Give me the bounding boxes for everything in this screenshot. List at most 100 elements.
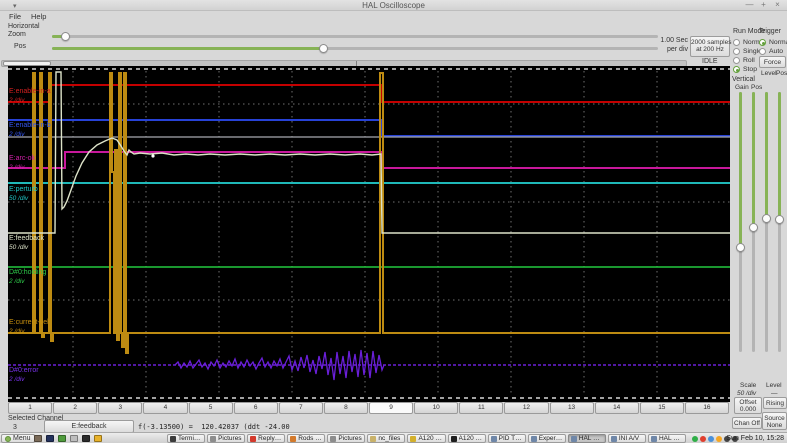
channel-tab-14[interactable]: 14 (594, 402, 639, 414)
zoom-slider-handle[interactable] (61, 32, 70, 41)
vertical-pos-slider-track[interactable] (752, 92, 755, 352)
taskbar-window-a120-80-[interactable]: A120 80... (447, 434, 486, 443)
scale-title: Scale (740, 382, 757, 389)
run-mode-option-normal[interactable]: Normal (733, 38, 765, 47)
gain-slider-track[interactable] (739, 92, 742, 352)
taskbar-menu-button[interactable]: Menu (1, 434, 35, 443)
menu-help[interactable]: Help (31, 12, 47, 21)
taskbar-window-experim-[interactable]: Experim... (527, 434, 566, 443)
radio-icon[interactable] (733, 57, 740, 64)
pos-label: Pos (14, 43, 27, 50)
trigger-options: Normal Auto (759, 38, 787, 56)
gain-label: Gain (735, 84, 749, 91)
chrome-tray-icon[interactable] (700, 436, 706, 442)
channel-tab-6[interactable]: 6 (233, 402, 278, 414)
samples-button[interactable]: 2000 samples at 200 Hz (690, 36, 731, 57)
channel-tab-row: 1 2 3 4 5 6 7 8 9 10 11 12 13 14 15 16 (8, 402, 730, 414)
maximize-button[interactable]: + (761, 0, 766, 9)
radio-label: Auto (769, 48, 783, 55)
radio-icon[interactable] (733, 48, 740, 55)
vertical-title: Vertical (732, 76, 755, 83)
chrome-icon[interactable] (94, 435, 102, 442)
taskbar-clock[interactable]: Sun Feb 10, 15:28 (726, 435, 784, 442)
channel-tab-15[interactable]: 15 (639, 402, 684, 414)
channel-name: E:arc-ok (9, 155, 36, 162)
channel-tab-8[interactable]: 8 (323, 402, 368, 414)
taskbar-window-ini-a-v[interactable]: INI A/V (607, 434, 646, 443)
filemanager-icon[interactable] (70, 435, 78, 442)
trigger-option-normal[interactable]: Normal (759, 38, 787, 47)
channel-tab-3[interactable]: 3 (98, 402, 143, 414)
channel-tab-4[interactable]: 4 (143, 402, 188, 414)
window-icon (490, 435, 497, 442)
channel-tab-1[interactable]: 1 (8, 402, 53, 414)
notify-tray-icon[interactable] (716, 436, 722, 442)
channel-scale: 2 /div (9, 328, 25, 335)
channel-tab-13[interactable]: 13 (549, 402, 594, 414)
taskbar-window-a120-80-[interactable]: A120 80... (407, 434, 446, 443)
chan-off-button[interactable]: Chan Off (732, 417, 762, 429)
messenger-tray-icon[interactable] (692, 436, 698, 442)
channel-tab-9[interactable]: 9 (369, 402, 414, 414)
channel-tab-5[interactable]: 5 (188, 402, 233, 414)
taskbar-window-nc-files[interactable]: nc_files (367, 434, 406, 443)
window-menu-icon[interactable]: ▾ (13, 3, 17, 10)
trigger-level-slider-handle[interactable] (762, 214, 771, 223)
screens-icon[interactable] (58, 435, 66, 442)
taskbar-window-hal-osc-[interactable]: HAL Osc... (567, 434, 606, 443)
radio-icon[interactable] (759, 48, 766, 55)
zoom-slider-track[interactable] (52, 35, 658, 38)
taskbar-window-pid-tune[interactable]: PID TUNE (487, 434, 526, 443)
pencil-icon[interactable] (34, 435, 42, 442)
run-mode-title: Run Mode (733, 28, 766, 35)
vertical-pos-slider-handle[interactable] (749, 223, 758, 232)
volume-tray-icon[interactable] (724, 436, 730, 442)
trigger-option-auto[interactable]: Auto (759, 47, 787, 56)
taskbar-window-rods-s-[interactable]: Rods "S... (287, 434, 326, 443)
window-label: Experim... (538, 435, 563, 442)
window-icon (610, 435, 617, 442)
channel-label-d-0-holding: D#0:holding 2 /div (9, 268, 46, 286)
run-mode-option-stop[interactable]: Stop (733, 65, 759, 74)
radio-icon[interactable] (733, 39, 740, 46)
radio-icon[interactable] (733, 66, 740, 73)
gain-slider-handle[interactable] (736, 243, 745, 252)
rising-button[interactable]: Rising (763, 397, 787, 409)
force-button[interactable]: Force (759, 56, 786, 68)
channel-tab-2[interactable]: 2 (53, 402, 98, 414)
network-tray-icon[interactable] (732, 436, 738, 442)
pos-slider-track[interactable] (52, 47, 658, 50)
taskbar-window-pictures[interactable]: Pictures (207, 434, 246, 443)
terminal-icon[interactable] (82, 435, 90, 442)
radio-icon[interactable] (759, 39, 766, 46)
minimize-button[interactable]: — (745, 0, 754, 9)
trace-error-noise (174, 349, 385, 381)
run-mode-option-roll[interactable]: Roll (733, 56, 759, 65)
channel-label-e-current-vel: E:current-vel 2 /div (9, 318, 49, 336)
source-button[interactable]: Source None (762, 412, 787, 430)
run-mode-option-single[interactable]: Single (733, 47, 762, 56)
window-icon (450, 435, 457, 442)
close-button[interactable]: × (775, 0, 780, 9)
browser-icon[interactable] (46, 435, 54, 442)
offset-button[interactable]: Offset 0.000 (734, 397, 762, 414)
taskbar-window-hal-co-[interactable]: HAL Co... (647, 434, 687, 443)
channel-scale: 50 /div (9, 195, 29, 202)
menu-file[interactable]: File (9, 12, 22, 21)
window-label: Pictures (338, 435, 362, 442)
channel-scale: 2 /div (9, 278, 25, 285)
window-icon (570, 435, 577, 442)
update-tray-icon[interactable] (708, 436, 714, 442)
channel-tab-11[interactable]: 11 (459, 402, 504, 414)
pos-slider-handle[interactable] (319, 44, 328, 53)
channel-tab-12[interactable]: 12 (504, 402, 549, 414)
channel-tab-7[interactable]: 7 (278, 402, 323, 414)
channel-tab-16[interactable]: 16 (684, 402, 729, 414)
taskbar-window-reply-[interactable]: Reply: -... (247, 434, 286, 443)
window-icon (170, 435, 176, 442)
trigger-pos-slider-handle[interactable] (775, 215, 784, 224)
taskbar-window-pictures[interactable]: Pictures (327, 434, 366, 443)
taskbar-window-terminal[interactable]: Terminal (167, 434, 206, 443)
channel-tab-10[interactable]: 10 (414, 402, 459, 414)
scrollbar-handle[interactable] (3, 61, 51, 66)
